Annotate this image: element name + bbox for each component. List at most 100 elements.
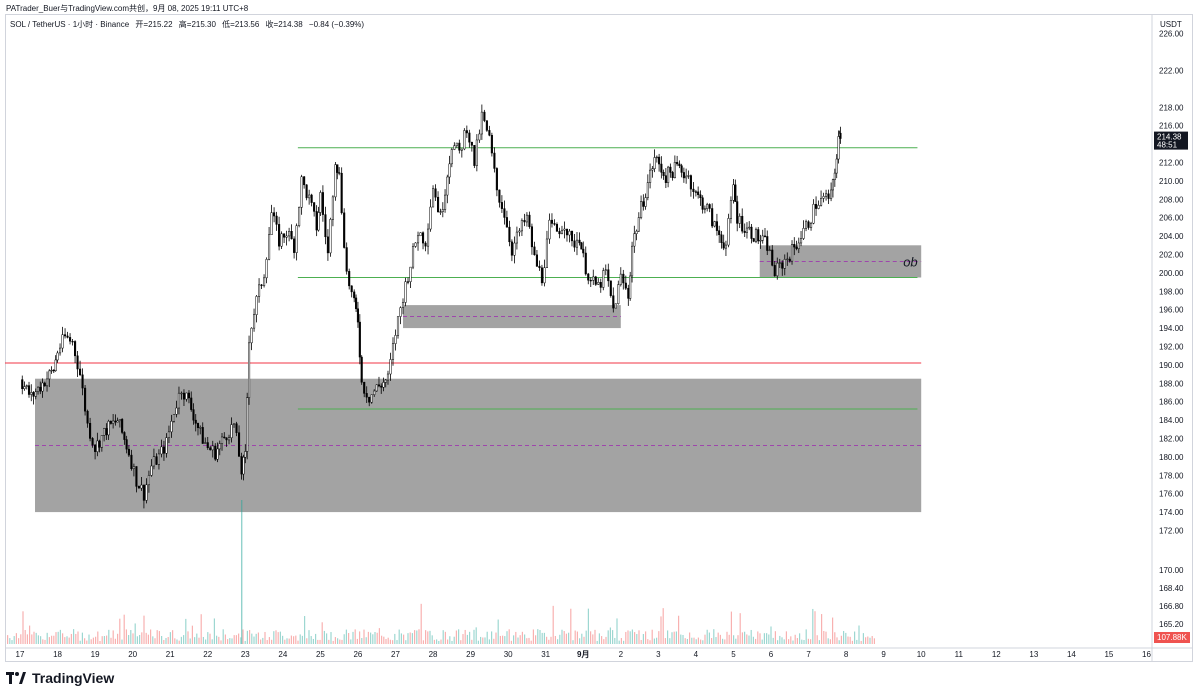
volume-bar [783,639,785,644]
volume-bar [341,639,343,644]
chart-frame[interactable] [5,14,1193,662]
candle-body [766,236,769,251]
time-tick-label: 7 [806,650,811,659]
price-tick-label: 208.00 [1159,195,1184,204]
candle-body [528,214,531,227]
candle-body [786,258,789,261]
volume-bar [506,631,508,644]
volume-bar [810,639,812,644]
symbol-name[interactable]: SOL / TetherUS · 1小时 · Binance [10,20,130,29]
volume-bar [847,636,849,644]
candle-body [839,132,842,139]
candle-body [56,352,59,361]
candle-body [278,224,281,247]
volume-label: 107.88K [1157,633,1187,642]
volume-bar [161,635,163,644]
volume-bar [695,639,697,644]
volume-bar [581,633,583,644]
candle-body [644,197,647,207]
candle-body [285,235,288,238]
candle-body [748,226,751,229]
volume-bar [748,635,750,644]
candle-body [61,334,64,349]
candle-body [23,386,26,390]
volume-bar [257,632,259,644]
volume-bar [381,635,383,644]
volume-bar [13,636,15,644]
volume-bar [449,636,451,644]
candle-body [565,228,569,236]
volume-bar [647,639,649,644]
volume-bar [609,627,611,644]
candle-body [589,279,592,282]
time-tick-label: 3 [656,650,661,659]
candle-body [500,202,503,209]
volume-bar [746,634,748,644]
time-tick-label: 24 [278,650,287,659]
candle-body [642,201,645,207]
volume-bar [869,637,871,644]
volume-bar [387,637,389,644]
candle-body [305,184,308,199]
volume-bar [86,640,88,644]
volume-bar [451,640,453,644]
volume-bar [339,639,341,644]
volume-bar [645,631,647,644]
candle-body [123,432,126,440]
time-tick-label: 16 [1142,650,1151,659]
volume-bar [722,638,724,644]
candle-body [446,176,449,196]
volume-bar [761,639,763,644]
volume-bar [163,639,165,644]
volume-bar [713,629,715,644]
candle-body [246,397,249,452]
candle-body [450,149,453,165]
zone-label: ob [903,254,917,269]
volume-bar [64,637,66,644]
price-tick-label: 180.00 [1159,453,1184,462]
volume-bar [136,636,138,644]
volume-bar [117,633,119,644]
time-tick-label: 27 [391,650,400,659]
volume-bar [293,636,295,644]
candle-body [835,158,838,174]
candle-body [399,307,402,317]
candle-body [30,392,33,395]
candle-body [830,189,833,199]
candle-body [218,443,221,450]
candle-body [715,221,718,231]
volume-bar [429,630,431,644]
ohlc-open: 开=215.22 [135,20,173,29]
volume-bar [849,636,851,644]
candle-body [66,335,69,338]
volume-bar [845,632,847,644]
candle-body [540,267,543,284]
volume-bar [814,611,816,644]
volume-bar [145,632,147,644]
volume-bar [572,640,574,644]
candle-body [563,228,566,231]
candle-body [268,234,271,260]
volume-bar [590,631,592,644]
price-tick-label: 194.00 [1159,324,1184,333]
candle-body [815,203,818,209]
candle-body [525,214,528,223]
candle-body [416,235,420,244]
volume-bar [130,630,132,644]
symbol-legend[interactable]: SOL / TetherUS · 1小时 · Binance 开=215.22 … [10,19,368,30]
volume-bar [48,637,50,644]
candle-body [706,204,709,209]
volume-bar [700,639,702,644]
currency-button[interactable]: USDT [1160,20,1182,29]
candle-body [298,207,301,226]
price-tick-label: 176.00 [1159,490,1184,499]
candle-body [799,238,803,244]
candle-body [194,419,197,424]
candle-body [280,233,283,247]
volume-bar [242,629,244,644]
candle-body [52,369,55,372]
volume-bar [70,633,72,644]
ohlc-high: 高=215.30 [178,20,216,29]
volume-bar [803,640,805,644]
